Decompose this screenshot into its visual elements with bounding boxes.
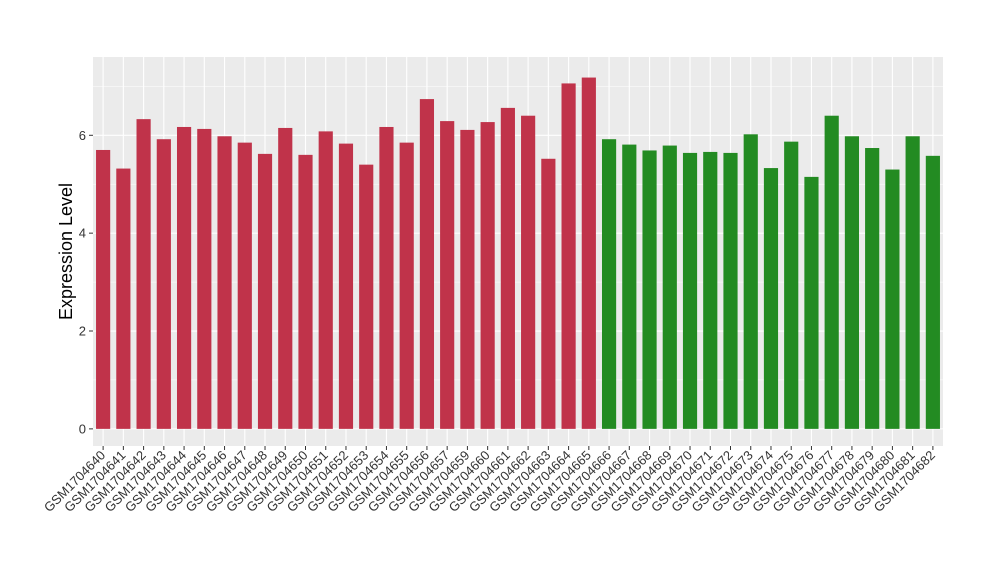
bar: [824, 115, 839, 429]
bar: [844, 136, 860, 429]
bar: [743, 134, 758, 429]
bar: [278, 127, 293, 429]
bar: [480, 122, 495, 429]
bar: [521, 115, 536, 429]
bar: [116, 168, 131, 429]
plot-panel: [93, 57, 943, 446]
bar: [399, 142, 414, 429]
y-tick-label: 2: [79, 324, 86, 339]
bar: [156, 139, 171, 429]
bar: [581, 77, 596, 429]
y-tick-label: 4: [79, 226, 86, 241]
bar: [379, 126, 394, 429]
bar: [865, 148, 880, 429]
bar: [217, 136, 232, 429]
bar: [359, 164, 374, 429]
bar: [703, 151, 718, 429]
bar: [682, 152, 698, 429]
bar: [318, 131, 333, 429]
bar: [561, 83, 576, 429]
bar: [925, 155, 940, 429]
bar: [804, 176, 819, 429]
bars: [96, 77, 940, 429]
bar: [662, 145, 677, 429]
bar: [237, 142, 252, 429]
bar: [601, 139, 617, 429]
bar: [784, 141, 799, 429]
y-axis: 0 2 4 6: [79, 128, 93, 436]
y-tick-label: 0: [79, 421, 86, 436]
bar: [541, 158, 556, 429]
bar: [338, 143, 354, 429]
bar: [723, 152, 738, 429]
bar: [763, 168, 779, 429]
bar: [622, 144, 637, 429]
bar: [298, 154, 313, 429]
bar: [440, 121, 455, 429]
x-axis: GSM1704640GSM1704641GSM1704642GSM1704643…: [41, 446, 938, 515]
bar: [885, 169, 900, 429]
bar: [642, 150, 657, 429]
bar: [419, 99, 435, 429]
bar: [197, 128, 212, 429]
bar: [500, 107, 515, 429]
bar: [905, 136, 920, 429]
bar: [96, 149, 111, 429]
bar: [257, 153, 273, 429]
bar: [176, 126, 192, 429]
y-tick-label: 6: [79, 128, 86, 143]
bar: [136, 119, 151, 429]
y-axis-title: Expression Level: [56, 183, 76, 320]
bar: [460, 129, 475, 429]
